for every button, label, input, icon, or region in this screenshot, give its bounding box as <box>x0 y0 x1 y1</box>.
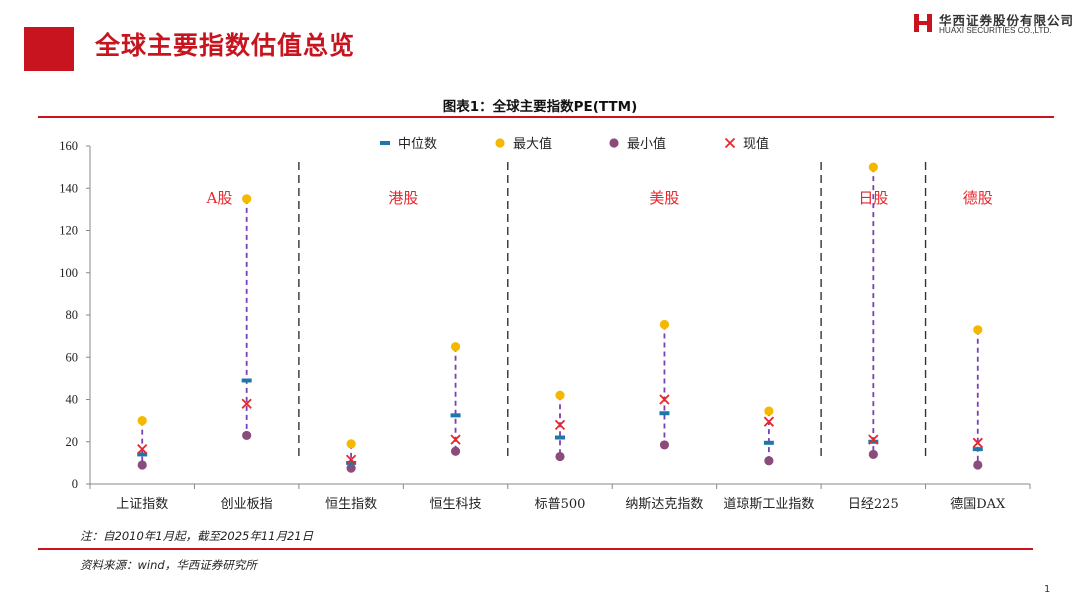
min-point <box>346 463 356 473</box>
group-label: 日股 <box>858 189 888 207</box>
legend-swatch-max <box>495 138 505 148</box>
company-logo: 华西证券股份有限公司 HUAXI SECURITIES CO.,LTD. <box>912 10 1075 40</box>
max-point <box>137 416 147 426</box>
chart-note: 注：自2010年1月起，截至2025年11月21日 <box>80 529 314 543</box>
y-tick-label: 0 <box>72 477 78 491</box>
max-point <box>973 325 983 335</box>
median-mark <box>450 413 461 418</box>
median-mark <box>763 440 774 445</box>
caption-divider <box>38 116 1054 118</box>
legend-label: 最大值 <box>513 136 552 152</box>
chart-caption: 图表1：全球主要指数PE(TTM) <box>442 99 638 115</box>
current-point <box>763 416 775 427</box>
pe-range-chart: 0 20 40 60 80 100 120 140 160 上证指数 创业板指 恒生指数 恒生科技 标普5… <box>59 136 1031 512</box>
x-tick-label: 纳斯达克指数 <box>625 497 703 512</box>
y-tick-label: 60 <box>66 350 79 364</box>
median-mark <box>868 439 879 444</box>
legend-label: 中位数 <box>398 137 437 152</box>
brand-name-en: HUAXI SECURITIES CO.,LTD. <box>939 26 1052 35</box>
group-label: A股 <box>206 189 233 207</box>
max-point <box>764 406 774 416</box>
current-point <box>868 434 879 445</box>
median-mark <box>241 378 252 383</box>
current-point <box>345 454 357 465</box>
title-accent-block <box>24 27 74 71</box>
median-mark <box>659 411 670 416</box>
legend-swatch-current <box>724 137 736 149</box>
page-number: 1 <box>1044 584 1051 595</box>
min-point <box>555 451 565 462</box>
y-tick-label: 160 <box>59 139 78 153</box>
x-tick-label: 上证指数 <box>116 497 168 512</box>
max-point <box>555 390 565 400</box>
current-point <box>450 434 461 445</box>
x-tick-label: 恒生指数 <box>325 497 377 512</box>
max-point <box>659 319 670 330</box>
median-mark <box>346 460 357 465</box>
legend-swatch-median <box>380 141 390 145</box>
x-tick-label: 德国DAX <box>950 497 1006 512</box>
x-tick-label: 日经225 <box>848 497 899 512</box>
data-source: 资料来源：wind，华西证券研究所 <box>80 558 257 572</box>
legend-label: 最小值 <box>627 136 666 152</box>
median-mark <box>972 447 983 452</box>
min-point <box>659 440 670 450</box>
x-tick-label: 标普500 <box>535 497 586 512</box>
x-tick-label: 道琼斯工业指数 <box>723 497 814 512</box>
current-point <box>659 394 670 405</box>
min-point <box>973 460 983 470</box>
x-tick-label: 创业板指 <box>221 497 273 512</box>
min-point <box>137 460 147 470</box>
max-point <box>868 162 878 172</box>
current-point <box>241 398 252 409</box>
max-point <box>450 342 461 352</box>
huaxi-logo-icon <box>912 12 934 34</box>
y-tick-label: 140 <box>59 181 78 195</box>
min-point <box>242 430 252 441</box>
group-label: 港股 <box>388 189 418 207</box>
y-tick-label: 80 <box>66 308 79 322</box>
max-point <box>242 194 252 204</box>
min-point <box>450 446 461 456</box>
brand-name-cn: 华西证券股份有限公司 <box>939 13 1075 28</box>
group-label: 美股 <box>649 189 679 207</box>
legend-swatch-min <box>609 138 619 148</box>
current-point <box>972 437 983 448</box>
current-point <box>137 444 148 455</box>
current-point <box>554 419 566 430</box>
y-tick-label: 40 <box>66 393 79 407</box>
footer-divider <box>38 548 1033 550</box>
x-tick-label: 恒生科技 <box>430 497 482 512</box>
page-title: 全球主要指数估值总览 <box>95 31 356 60</box>
y-tick-label: 20 <box>66 435 79 449</box>
y-tick-label: 100 <box>59 266 78 280</box>
min-point <box>764 456 774 466</box>
median-mark <box>137 452 148 457</box>
max-point <box>346 439 356 449</box>
median-mark <box>555 435 565 440</box>
min-point <box>868 449 878 460</box>
group-label: 德股 <box>963 189 993 207</box>
y-tick-label: 120 <box>59 224 78 238</box>
legend-label: 现值 <box>743 136 769 152</box>
